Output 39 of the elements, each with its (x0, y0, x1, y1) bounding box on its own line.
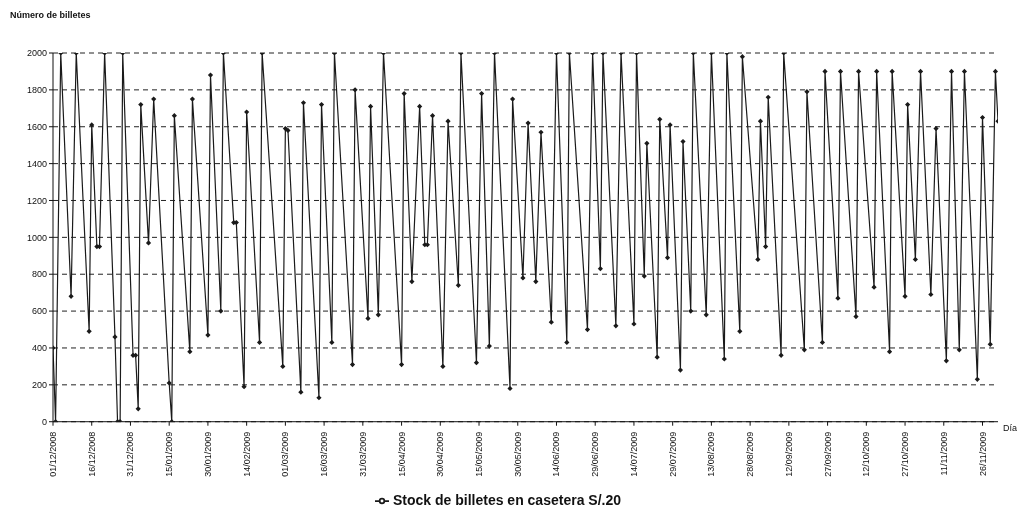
x-tick-label: 26/11/2009 (977, 431, 988, 477)
x-tick-label: 30/05/2009 (512, 431, 523, 477)
y-tick-label: 600 (31, 306, 47, 317)
y-tick-label: 200 (31, 380, 47, 391)
x-tick-label: 15/04/2009 (396, 431, 407, 477)
x-tick-label: 27/10/2009 (900, 431, 911, 477)
y-tick-label: 1400 (26, 158, 47, 169)
x-tick-label: 16/12/2008 (86, 431, 97, 477)
y-tick-label: 400 (31, 343, 47, 354)
x-tick-label: 30/01/2009 (202, 431, 213, 477)
y-tick-label: 2000 (26, 48, 47, 59)
y-tick-label: 800 (31, 269, 47, 280)
x-tick-label: 15/01/2009 (164, 431, 175, 477)
x-tick-label: 12/09/2009 (783, 431, 794, 477)
x-tick-label: 27/09/2009 (822, 431, 833, 477)
y-tick-label: 1800 (26, 85, 47, 96)
x-tick-label: 01/03/2009 (280, 431, 291, 477)
x-tick-label: 14/06/2009 (551, 431, 562, 477)
x-tick-label: 14/02/2009 (241, 431, 252, 477)
x-tick-label: 15/05/2009 (474, 431, 485, 477)
x-tick-label: 13/08/2009 (706, 431, 717, 477)
x-tick-label: 31/03/2009 (357, 431, 368, 477)
y-tick-label: 1000 (26, 232, 47, 243)
y-tick-label: 0 (41, 416, 47, 427)
x-tick-label: 30/04/2009 (435, 431, 446, 477)
x-tick-label: 28/08/2009 (745, 431, 756, 477)
x-tick-label: 14/07/2009 (628, 431, 639, 477)
x-tick-label: 12/10/2009 (861, 431, 872, 477)
y-axis-title: Número de billetes (10, 10, 91, 20)
x-tick-label: 01/12/2008 (48, 431, 58, 477)
x-tick-label: 29/07/2009 (667, 431, 678, 477)
y-tick-label: 1600 (26, 121, 47, 132)
x-tick-label: 31/12/2008 (125, 431, 136, 477)
x-tick-label: 11/11/2009 (938, 431, 949, 476)
legend-label: Stock de billetes en casetera S/.20 (392, 491, 621, 508)
y-tick-label: 1200 (26, 195, 47, 206)
x-axis-title: Día (1003, 423, 1018, 433)
x-tick-label: 16/03/2009 (319, 431, 330, 477)
x-tick-label: 29/06/2009 (590, 431, 601, 477)
